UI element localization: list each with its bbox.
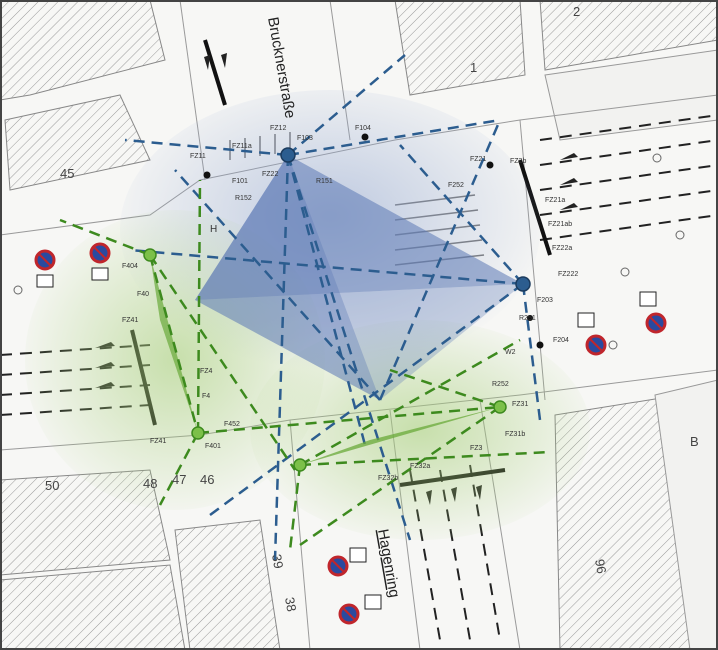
label-r151: R151 — [316, 178, 333, 185]
label-r152: R152 — [235, 195, 252, 202]
sensor-node-icon — [293, 458, 307, 472]
blue-coverage — [195, 155, 523, 400]
label-w2: W2 — [505, 349, 516, 356]
label-fz2b: FZ2b — [510, 158, 526, 165]
label-fz22: FZ22 — [262, 171, 278, 178]
no-stopping-sign-icon — [327, 555, 349, 577]
label-r252: R252 — [492, 381, 509, 388]
no-stopping-sign-icon — [645, 312, 667, 334]
label-r251: R251 — [519, 315, 536, 322]
sensor-labels: H FZ12 F103 F104 FZ11a FZ11 F101 FZ22 R1… — [122, 125, 578, 482]
house-number: 39 — [269, 553, 286, 570]
sensor-node-icon — [493, 400, 507, 414]
lane-markings — [0, 114, 718, 641]
label-fz4: FZ4 — [200, 368, 213, 375]
label-fz222: FZ222 — [558, 271, 578, 278]
traffic-signal-icon — [536, 341, 544, 349]
house-number: 2 — [573, 4, 580, 19]
green-sensor-rays — [59, 179, 551, 551]
label-fz22a: FZ22a — [552, 245, 572, 252]
parking-sign-icon — [36, 274, 54, 288]
no-stopping-sign-icon — [89, 242, 111, 264]
house-number: 45 — [60, 166, 74, 181]
traffic-signal-icon — [527, 315, 533, 321]
label-fz32b: FZ32b — [378, 475, 398, 482]
label-f104: F104 — [355, 125, 371, 132]
traffic-signal-icons — [203, 133, 544, 349]
label-fz21a: FZ21a — [545, 197, 565, 204]
house-number: 50 — [45, 478, 59, 493]
house-numbers: 2 1 45 50 48 47 46 39 38 96 B — [45, 4, 699, 613]
no-stopping-sign-icon — [338, 603, 360, 625]
parking-sign-icon — [639, 291, 657, 307]
no-stopping-sign-icon — [585, 334, 607, 356]
label-fz21ab: FZ21ab — [548, 221, 572, 228]
sensor-node-icon — [191, 426, 205, 440]
label-f40: F40 — [137, 291, 149, 298]
blue-sensor-rays — [124, 54, 542, 561]
traffic-signal-icon — [486, 161, 494, 169]
traffic-signal-icon — [361, 133, 369, 141]
label-fz32a: FZ32a — [410, 463, 430, 470]
label-fz11a: FZ11a — [232, 143, 252, 150]
sensor-nodes — [143, 147, 531, 472]
house-number: 1 — [470, 60, 477, 75]
parking-sign-icon — [349, 547, 367, 563]
label-h: H — [210, 224, 217, 235]
label-fz3: FZ3 — [470, 445, 483, 452]
sensor-node-icon — [143, 248, 157, 262]
label-f204: F204 — [553, 337, 569, 344]
label-f103: F103 — [297, 135, 313, 142]
label-fz41: FZ41 — [122, 317, 138, 324]
label-fz31: FZ31 — [512, 401, 528, 408]
parking-sign-icon — [91, 267, 109, 281]
traffic-signal-icon — [203, 171, 211, 179]
house-number: B — [690, 434, 699, 449]
no-stopping-signs — [34, 242, 667, 625]
label-f401: F401 — [205, 443, 221, 450]
label-fz41-b: FZ41 — [150, 438, 166, 445]
sensor-node-icon — [280, 147, 296, 163]
sensor-node-icon — [515, 276, 531, 292]
no-stopping-sign-icon — [34, 249, 56, 271]
label-fz11: FZ11 — [190, 153, 206, 160]
label-fz31b: FZ31b — [505, 431, 525, 438]
label-f101: F101 — [232, 178, 248, 185]
house-number: 47 — [172, 472, 186, 487]
label-f404: F404 — [122, 263, 138, 270]
misc-markers — [13, 153, 685, 350]
parking-sign-icon — [364, 594, 382, 610]
label-f252: F252 — [448, 182, 464, 189]
parking-sign-icon — [577, 312, 595, 328]
label-fz12: FZ12 — [270, 125, 286, 132]
label-fz21: FZ21 — [470, 156, 486, 163]
label-f203: F203 — [537, 297, 553, 304]
house-number: 48 — [143, 476, 157, 491]
house-number: 96 — [592, 558, 609, 575]
house-number: 38 — [282, 596, 299, 613]
parking-signs — [36, 267, 657, 610]
label-f452: F452 — [224, 421, 240, 428]
label-f4: F4 — [202, 393, 210, 400]
house-number: 46 — [200, 472, 214, 487]
